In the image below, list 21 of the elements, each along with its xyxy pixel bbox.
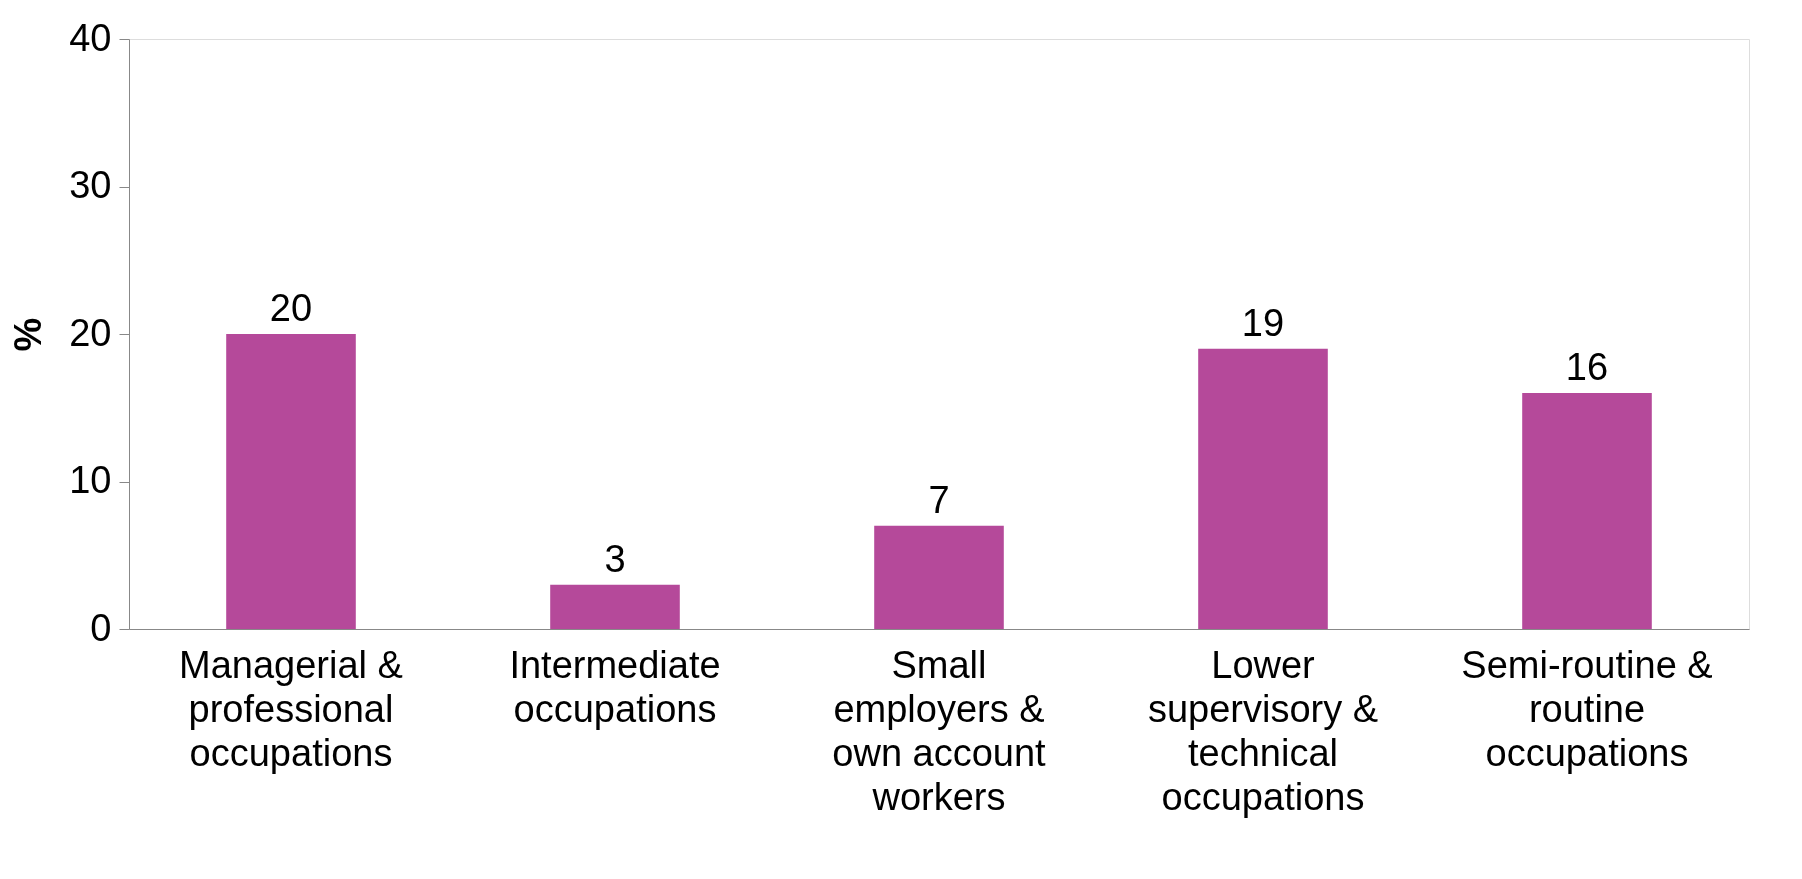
data-label: 16	[1565, 346, 1609, 388]
y-tick-label: 20	[69, 311, 112, 354]
y-axis-title: %	[7, 317, 50, 352]
bar	[1198, 348, 1328, 629]
x-tick-label: Managerial & professional occupations	[179, 643, 403, 774]
data-label: 19	[1241, 301, 1285, 344]
y-tick-label: 0	[90, 606, 112, 649]
bar	[550, 584, 680, 629]
data-label: 20	[269, 287, 313, 329]
x-tick-label: Semi-routine & routine occupations	[1461, 643, 1713, 774]
data-label: 3	[604, 537, 626, 580]
x-tick-label: Lower supervisory & technical occupations	[1147, 643, 1379, 818]
y-tick-label: 10	[69, 459, 112, 501]
data-label: 7	[928, 478, 950, 521]
x-tick-label: Small employers & own account workers	[832, 643, 1047, 818]
x-tick-label: Intermediate occupations	[509, 643, 721, 730]
bar	[226, 334, 356, 629]
y-tick-label: 30	[69, 164, 112, 206]
bar	[874, 525, 1004, 629]
y-tick-label: 40	[69, 16, 112, 59]
bar	[1522, 393, 1652, 629]
